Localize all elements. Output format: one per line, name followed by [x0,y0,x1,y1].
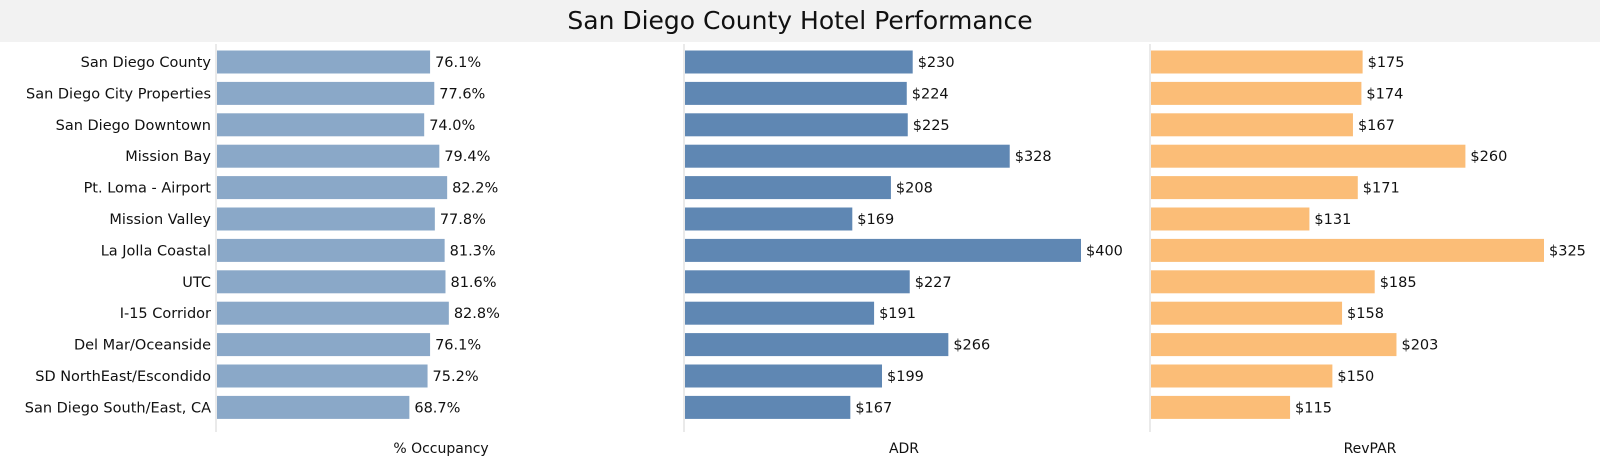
category-label: La Jolla Coastal [101,243,211,259]
category-label: SD NorthEast/Escondido [35,369,211,385]
data-label: $224 [912,86,949,102]
bar [217,81,435,105]
category-label: UTC [182,275,211,291]
bar [217,301,449,325]
category-label: Mission Bay [125,149,211,165]
bar [685,207,853,231]
category-label: Del Mar/Oceanside [74,338,211,354]
bar [217,113,425,137]
bar [685,81,907,105]
data-label: 76.1% [435,55,481,71]
bar [1151,144,1466,168]
bar [217,50,431,74]
bar [217,364,428,388]
axis-title: ADR [889,441,919,457]
bar [685,50,913,74]
data-label: 77.6% [439,86,485,102]
data-label: $199 [887,369,924,385]
bar [217,270,446,294]
data-label: $260 [1470,149,1507,165]
axis-title: % Occupancy [393,441,488,457]
data-label: 82.8% [454,306,500,322]
data-label: $174 [1366,86,1403,102]
data-label: $150 [1337,369,1374,385]
data-label: $328 [1015,149,1052,165]
bar [1151,113,1353,137]
bar [1151,333,1397,357]
bar [685,144,1010,168]
bar [1151,176,1358,200]
bar [217,395,410,419]
bar [1151,301,1343,325]
category-label: Pt. Loma - Airport [84,181,212,197]
bar [685,270,910,294]
data-label: 77.8% [440,212,486,228]
bar [685,301,875,325]
bar [1151,81,1362,105]
bar [685,395,851,419]
data-label: $169 [857,212,894,228]
data-label: $266 [953,338,990,354]
bar [685,333,949,357]
bar [685,176,891,200]
data-label: 75.2% [433,369,479,385]
data-label: $175 [1368,55,1405,71]
bar [1151,270,1375,294]
data-label: $208 [896,181,933,197]
bar [217,144,440,168]
data-label: $191 [879,306,916,322]
bar [217,176,448,200]
bar [217,207,435,231]
category-label: San Diego Downtown [56,118,211,134]
data-label: 79.4% [444,149,490,165]
data-label: 81.6% [450,275,496,291]
data-label: $227 [915,275,952,291]
data-label: 68.7% [414,400,460,416]
data-label: $400 [1086,243,1123,259]
bar [685,113,908,137]
data-label: $167 [855,400,892,416]
data-label: $225 [913,118,950,134]
bar [1151,238,1544,262]
category-label: Mission Valley [109,212,211,228]
data-label: $230 [918,55,955,71]
bar [685,364,883,388]
bar [1151,395,1291,419]
data-label: 81.3% [450,243,496,259]
bar [217,333,431,357]
data-label: 82.2% [452,181,498,197]
bar [217,238,445,262]
data-label: $131 [1314,212,1351,228]
data-label: $167 [1358,118,1395,134]
data-label: $185 [1380,275,1417,291]
category-label: San Diego City Properties [26,86,211,102]
category-label: San Diego County [81,55,212,71]
category-label: San Diego South/East, CA [25,400,211,416]
category-label: I-15 Corridor [120,306,211,322]
data-label: 76.1% [435,338,481,354]
bar [1151,50,1363,74]
data-label: $158 [1347,306,1384,322]
bar [1151,364,1333,388]
data-label: $171 [1363,181,1400,197]
data-label: $115 [1295,400,1332,416]
data-label: $325 [1549,243,1586,259]
chart-title: San Diego County Hotel Performance [0,0,1600,42]
bar [685,238,1081,262]
data-label: $203 [1401,338,1438,354]
bar [1151,207,1310,231]
axis-title: RevPAR [1344,441,1397,457]
data-label: 74.0% [429,118,475,134]
